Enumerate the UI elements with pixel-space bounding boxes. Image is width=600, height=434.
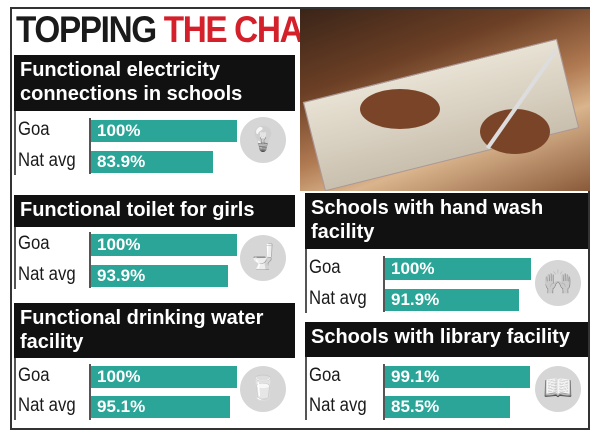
panel-border: [14, 111, 16, 175]
data-label: 93.9%: [97, 266, 146, 285]
bar-goa: 100%: [91, 120, 237, 142]
chart-title: Functional toilet for girls: [14, 195, 295, 227]
category-label: Goa: [18, 233, 50, 254]
chart-title: Functional drinking water facility: [14, 303, 295, 358]
category-label: Nat avg: [18, 264, 76, 285]
bar-axis: [383, 364, 385, 420]
bar-axis: [383, 256, 385, 312]
bar-goa: 100%: [91, 366, 237, 388]
bar-goa: 100%: [385, 258, 531, 280]
student-writing-photo: [300, 9, 590, 191]
data-label: 100%: [97, 235, 141, 254]
data-label: 100%: [97, 367, 141, 386]
category-label: Nat avg: [309, 395, 367, 416]
panel-border: [305, 249, 307, 313]
bar-axis: [89, 232, 91, 288]
category-label: Nat avg: [309, 288, 367, 309]
category-label: Goa: [18, 365, 50, 386]
toilet-icon: 🚽: [240, 235, 286, 281]
chart-title: Schools with library facility: [305, 322, 588, 357]
bar-nat-avg: 85.5%: [385, 396, 510, 418]
data-label: 85.5%: [391, 397, 440, 416]
category-label: Nat avg: [18, 150, 76, 171]
bar-nat-avg: 83.9%: [91, 151, 214, 173]
category-label: Goa: [18, 119, 50, 140]
data-label: 100%: [391, 259, 435, 278]
lightbulb-icon: 💡: [240, 117, 286, 163]
chart-title: Schools with hand wash facility: [305, 193, 588, 249]
bar-nat-avg: 95.1%: [91, 396, 230, 418]
hand-wash-icon: 🙌: [535, 260, 581, 306]
panel-border: [14, 358, 16, 420]
book-icon: 📖: [535, 366, 581, 412]
bar-goa: 99.1%: [385, 366, 530, 388]
category-label: Goa: [309, 365, 341, 386]
bar-axis: [89, 118, 91, 174]
category-label: Nat avg: [18, 395, 76, 416]
data-label: 91.9%: [391, 290, 440, 309]
chart-title: Functional electricity connections in sc…: [14, 55, 295, 111]
bar-goa: 100%: [91, 234, 237, 256]
water-glass-icon: 🥛: [240, 366, 286, 412]
panel-border: [14, 227, 16, 289]
infographic-frame: [10, 7, 590, 430]
data-label: 83.9%: [97, 152, 146, 171]
bar-nat-avg: 93.9%: [91, 265, 229, 287]
data-label: 95.1%: [97, 397, 146, 416]
data-label: 100%: [97, 121, 141, 140]
bar-nat-avg: 91.9%: [385, 289, 520, 311]
category-label: Goa: [309, 257, 341, 278]
panel-border: [305, 357, 307, 420]
data-label: 99.1%: [391, 367, 440, 386]
bar-axis: [89, 364, 91, 420]
